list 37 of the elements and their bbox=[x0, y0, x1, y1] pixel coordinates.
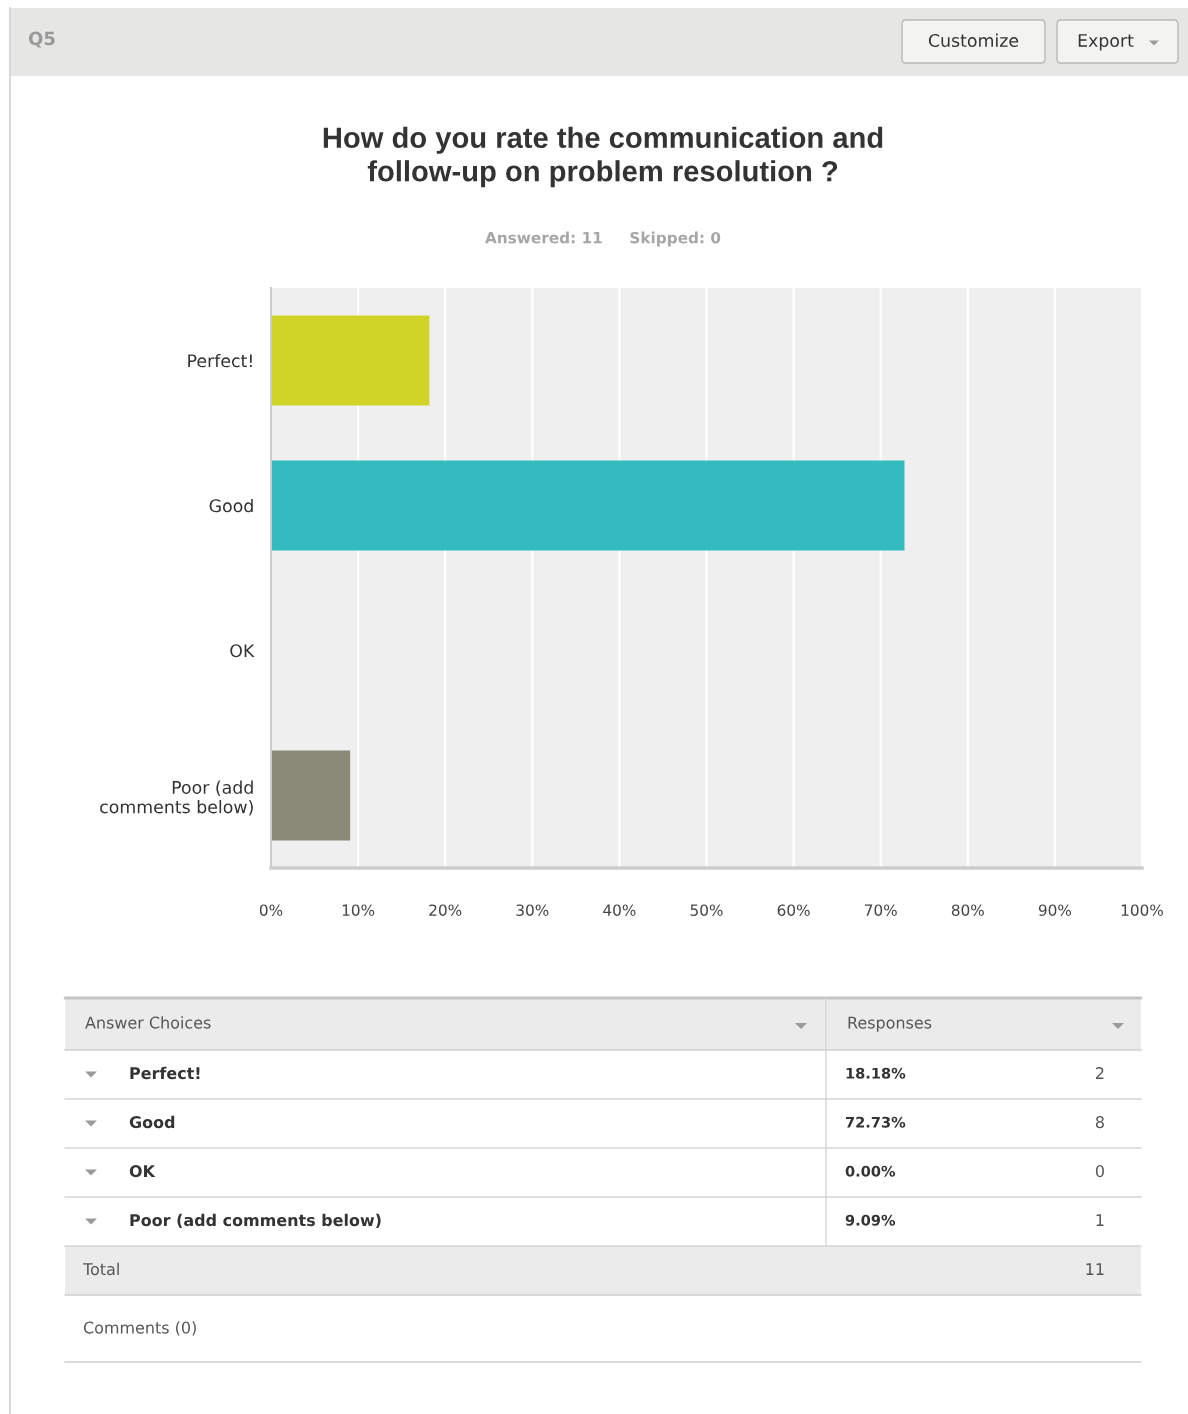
text: 0 bbox=[1095, 1165, 1104, 1178]
y-tick-label: Good bbox=[209, 498, 253, 513]
chart-title: How do you rate the communication and follow-up on problem resolution ? bbox=[323, 126, 883, 188]
text: Q5 bbox=[28, 31, 55, 48]
category-label: OK bbox=[129, 1165, 156, 1178]
x-tick-label: 70% bbox=[864, 904, 897, 916]
category-label: Poor (add comments below) bbox=[130, 1213, 381, 1229]
x-tick-label: 60% bbox=[777, 904, 810, 916]
text: 18.18% bbox=[846, 1067, 906, 1079]
text: Answer Choices bbox=[85, 1016, 211, 1029]
y-tick-label: Poor (add comments below) bbox=[100, 780, 253, 816]
text: 72.73% bbox=[845, 1116, 906, 1128]
category-label: Perfect! bbox=[130, 1066, 200, 1080]
y-tick-label: OK bbox=[230, 644, 255, 658]
x-tick-label: 100% bbox=[1121, 904, 1163, 916]
x-tick-label: 0% bbox=[259, 904, 283, 916]
category-label: Good bbox=[129, 1115, 175, 1129]
x-tick-label: 50% bbox=[690, 904, 723, 916]
x-tick-label: 90% bbox=[1038, 904, 1072, 916]
x-tick-label: 80% bbox=[951, 904, 984, 916]
y-tick-label: Perfect! bbox=[188, 353, 252, 368]
text: Responses bbox=[848, 1016, 932, 1032]
text: Total bbox=[82, 1262, 119, 1276]
text: Customize bbox=[928, 33, 1019, 48]
x-tick-label: 40% bbox=[603, 904, 636, 916]
text: Comments (0) bbox=[83, 1321, 196, 1336]
text: 11 bbox=[1086, 1263, 1104, 1275]
x-tick-label: 10% bbox=[342, 904, 375, 916]
text: Export bbox=[1078, 34, 1134, 51]
text: 2 bbox=[1096, 1067, 1104, 1079]
chart-subtitle: Answered: 11 Skipped: 0 bbox=[485, 231, 721, 247]
x-tick-label: 30% bbox=[516, 904, 549, 916]
x-tick-label: 20% bbox=[429, 904, 462, 916]
text: 1 bbox=[1096, 1214, 1104, 1226]
text: 9.09% bbox=[845, 1214, 896, 1226]
text: 8 bbox=[1095, 1116, 1104, 1129]
text: 0.00% bbox=[845, 1165, 896, 1177]
